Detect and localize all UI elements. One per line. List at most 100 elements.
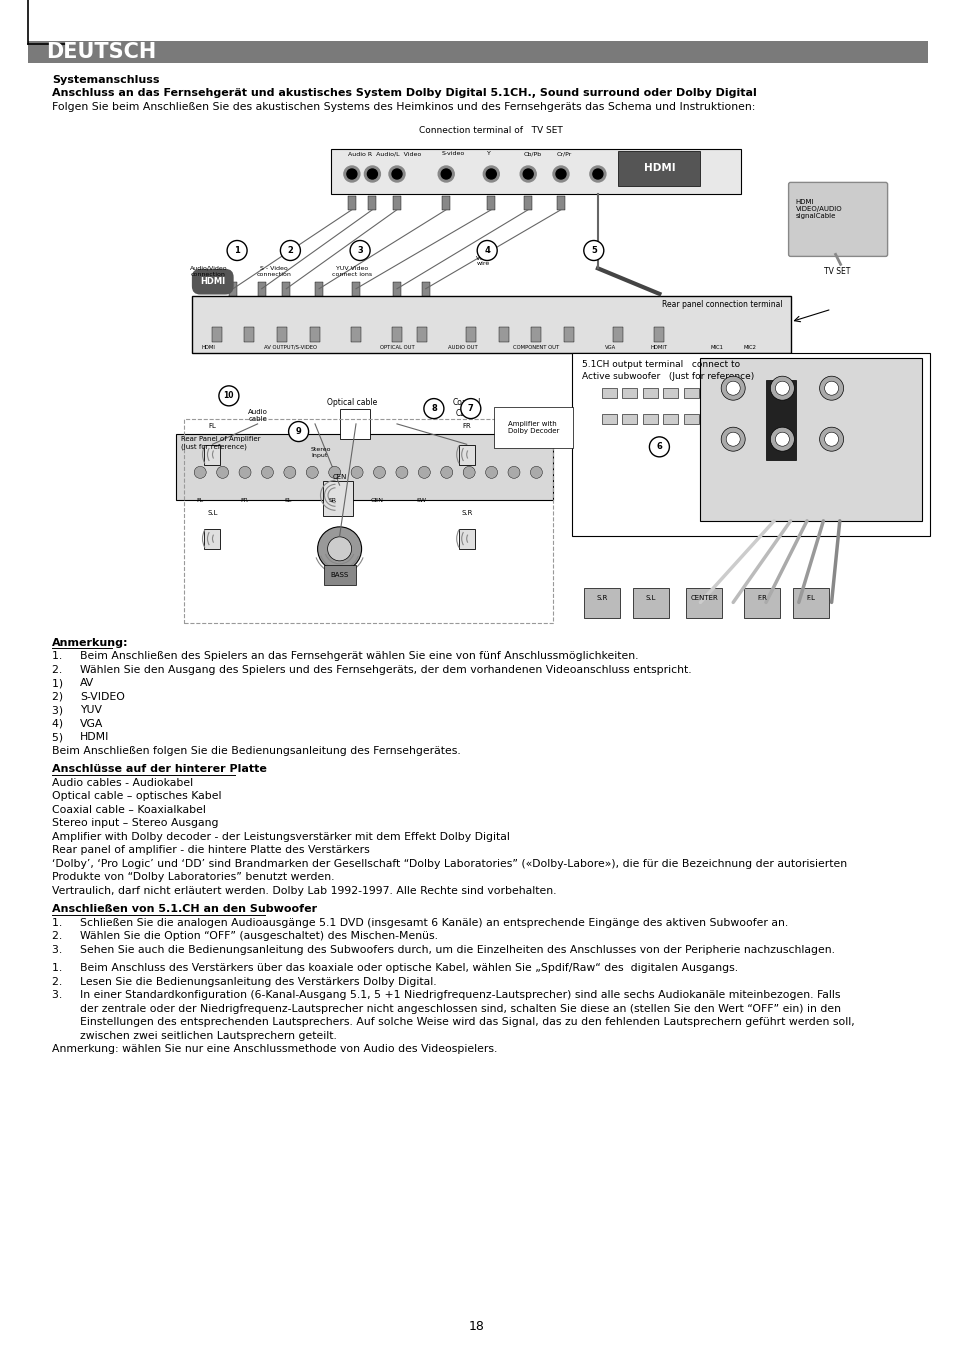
Text: HDMIT: HDMIT <box>650 345 667 350</box>
Circle shape <box>823 381 838 396</box>
Bar <box>212 327 221 342</box>
Text: 4): 4) <box>52 719 73 728</box>
Circle shape <box>284 466 295 478</box>
Text: AUDIO OUT: AUDIO OUT <box>447 345 476 350</box>
Bar <box>601 413 617 424</box>
Text: OPTICAL OUT: OPTICAL OUT <box>379 345 414 350</box>
Text: FL: FL <box>209 423 216 430</box>
Circle shape <box>483 166 498 182</box>
Text: S-video: S-video <box>441 151 465 157</box>
Text: 1.: 1. <box>52 963 72 973</box>
Circle shape <box>367 169 377 178</box>
Text: DEUTSCH: DEUTSCH <box>46 42 156 62</box>
Bar <box>487 196 495 209</box>
Circle shape <box>725 432 740 446</box>
Circle shape <box>486 169 496 178</box>
Text: Anmerkung:: Anmerkung: <box>52 638 129 647</box>
Text: S.L: S.L <box>207 509 217 516</box>
Text: S.R: S.R <box>596 594 607 601</box>
Text: HDMI: HDMI <box>80 732 110 742</box>
Text: Sehen Sie auch die Bedienungsanleitung des Subwoofers durch, um die Einzelheiten: Sehen Sie auch die Bedienungsanleitung d… <box>80 944 834 955</box>
Text: Lesen Sie die Bedienungsanleitung des Verstärkers Dolby Digital.: Lesen Sie die Bedienungsanleitung des Ve… <box>80 977 436 986</box>
Circle shape <box>329 466 340 478</box>
Bar <box>339 409 369 439</box>
Circle shape <box>522 169 533 178</box>
Text: MIC1: MIC1 <box>710 345 722 350</box>
Bar <box>633 588 668 617</box>
Bar <box>368 196 376 209</box>
Text: 1.: 1. <box>52 917 72 928</box>
Text: Produkte von “Dolby Laboratories” benutzt werden.: Produkte von “Dolby Laboratories” benutz… <box>52 873 335 882</box>
Text: 1.: 1. <box>52 651 72 661</box>
Circle shape <box>280 240 300 261</box>
Bar <box>498 327 508 342</box>
Text: BASS: BASS <box>330 571 349 578</box>
Text: 18: 18 <box>469 1320 484 1333</box>
Circle shape <box>392 169 401 178</box>
Circle shape <box>592 169 602 178</box>
Bar <box>393 196 400 209</box>
Bar <box>416 327 426 342</box>
Text: TV SET: TV SET <box>823 267 850 277</box>
Circle shape <box>418 466 430 478</box>
Circle shape <box>770 376 794 400</box>
Text: HDMI: HDMI <box>643 163 675 173</box>
Text: Cb/Pb: Cb/Pb <box>523 151 541 157</box>
Bar <box>523 196 532 209</box>
Circle shape <box>507 466 519 478</box>
Bar <box>465 327 476 342</box>
Text: Wählen Sie den Ausgang des Spielers und des Fernsehgeräts, der dem vorhandenen V: Wählen Sie den Ausgang des Spielers und … <box>80 665 691 674</box>
Bar <box>175 434 552 500</box>
Circle shape <box>530 466 542 478</box>
Circle shape <box>583 240 603 261</box>
Bar <box>310 327 319 342</box>
Text: 8: 8 <box>431 404 436 413</box>
Bar <box>622 388 637 399</box>
Text: ‘Dolby’, ‘Pro Logic’ und ‘DD’ sind Brandmarken der Gesellschaft “Dolby Laborator: ‘Dolby’, ‘Pro Logic’ und ‘DD’ sind Brand… <box>52 859 846 869</box>
Text: Audio
cable: Audio cable <box>248 408 267 422</box>
Text: Beim Anschließen des Spielers an das Fernsehgerät wählen Sie eine von fünf Ansch: Beim Anschließen des Spielers an das Fer… <box>80 651 638 661</box>
Text: 3: 3 <box>356 246 362 255</box>
Circle shape <box>351 466 363 478</box>
Text: der zentrale oder der Niedrigfrequenz-Lautsprecher nicht angeschlossen sind, sch: der zentrale oder der Niedrigfrequenz-La… <box>80 1004 841 1013</box>
Circle shape <box>720 376 744 400</box>
Text: 3.: 3. <box>52 990 72 1000</box>
Text: FR: FR <box>240 499 248 503</box>
Text: Stereo
Input: Stereo Input <box>311 447 331 458</box>
Text: VGA: VGA <box>80 719 103 728</box>
Circle shape <box>239 466 251 478</box>
Circle shape <box>347 169 356 178</box>
Text: Anschließen von 5.1.CH an den Subwoofer: Anschließen von 5.1.CH an den Subwoofer <box>52 904 316 915</box>
Text: Stereo input – Stereo Ausgang: Stereo input – Stereo Ausgang <box>52 819 218 828</box>
Bar <box>28 41 927 63</box>
Bar <box>683 388 699 399</box>
Circle shape <box>775 432 788 446</box>
Text: YUV: YUV <box>80 705 102 715</box>
Text: CEN: CEN <box>371 499 383 503</box>
Text: 2.: 2. <box>52 931 72 942</box>
Text: 3.: 3. <box>52 944 72 955</box>
Text: VGA
wire: VGA wire <box>476 255 489 266</box>
Text: SW: SW <box>416 499 426 503</box>
Circle shape <box>423 399 443 419</box>
Text: 2.: 2. <box>52 665 72 674</box>
Bar <box>348 196 355 209</box>
Bar <box>229 282 236 296</box>
Text: YUV Video
connect ions: YUV Video connect ions <box>332 266 372 277</box>
Bar <box>458 528 475 549</box>
Bar <box>277 327 287 342</box>
Text: Schließen Sie die analogen Audioausgänge 5.1 DVD (insgesamt 6 Kanäle) an entspre: Schließen Sie die analogen Audioausgänge… <box>80 917 787 928</box>
Text: 5: 5 <box>590 246 597 255</box>
Circle shape <box>350 240 370 261</box>
Text: Optical cable – optisches Kabel: Optical cable – optisches Kabel <box>52 792 221 801</box>
Bar <box>244 327 254 342</box>
Bar <box>421 282 429 296</box>
Text: Optical cable: Optical cable <box>327 399 376 408</box>
Text: Anmerkung: wählen Sie nur eine Anschlussmethode von Audio des Videospielers.: Anmerkung: wählen Sie nur eine Anschluss… <box>52 1044 497 1054</box>
Text: CEN: CEN <box>332 474 347 480</box>
Text: Amplifier with
Dolby Decoder: Amplifier with Dolby Decoder <box>507 422 558 435</box>
Bar <box>662 388 678 399</box>
Circle shape <box>216 466 229 478</box>
Bar <box>563 327 574 342</box>
Circle shape <box>364 166 380 182</box>
